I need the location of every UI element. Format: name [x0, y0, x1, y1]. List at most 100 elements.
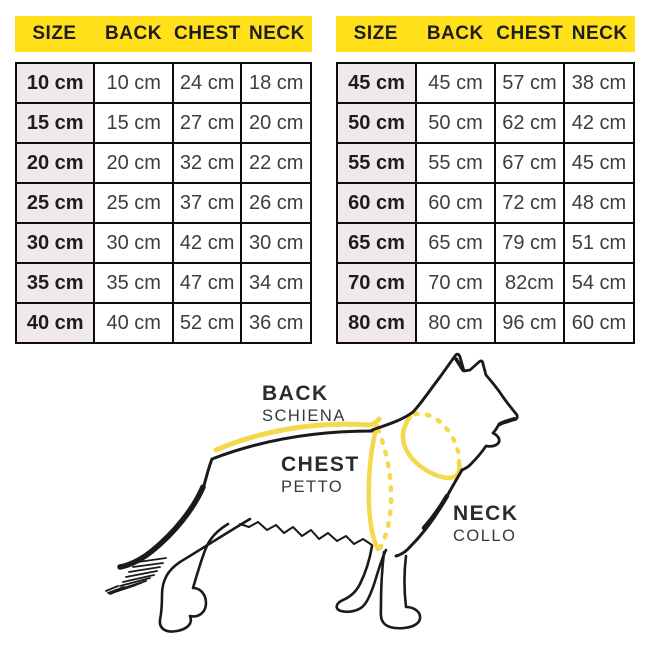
value-cell: 37 cm [171, 182, 243, 224]
value-cell: 82cm [494, 262, 565, 304]
value-cell: 70 cm [415, 262, 496, 304]
table-row: 40 cm 40 cm 52 cm 36 cm [14, 302, 312, 344]
value-cell: 15 cm [93, 102, 174, 144]
chest-label-en: CHEST [281, 453, 360, 476]
value-cell: 38 cm [562, 62, 636, 104]
value-cell: 50 cm [415, 102, 496, 144]
neck-measure-line-solid [400, 414, 462, 481]
value-cell: 45 cm [562, 142, 636, 184]
value-cell: 30 cm [93, 222, 174, 264]
size-cell: 10 cm [14, 62, 96, 104]
value-cell: 40 cm [93, 302, 174, 344]
size-cell: 80 cm [336, 302, 417, 344]
value-cell: 10 cm [93, 62, 174, 104]
column-header-back: BACK [105, 23, 162, 44]
value-cell: 22 cm [240, 142, 312, 184]
column-header-back: BACK [426, 23, 484, 44]
value-cell: 79 cm [494, 222, 565, 264]
size-cell: 20 cm [14, 142, 96, 184]
size-cell: 25 cm [14, 182, 96, 224]
value-cell: 42 cm [171, 222, 243, 264]
value-cell: 72 cm [494, 182, 565, 224]
value-cell: 24 cm [171, 62, 243, 104]
table-row: 55 cm 55 cm 67 cm 45 cm [336, 142, 636, 184]
table-header-bar: SIZE BACK CHEST NECK [15, 16, 312, 52]
belly-fur [239, 521, 373, 546]
table-row: 45 cm 45 cm 57 cm 38 cm [336, 62, 636, 104]
value-cell: 80 cm [415, 302, 496, 344]
column-header-size: SIZE [32, 23, 77, 44]
value-cell: 27 cm [171, 102, 243, 144]
value-cell: 42 cm [562, 102, 636, 144]
chest-measure-line-dashed [375, 426, 394, 551]
value-cell: 65 cm [415, 222, 496, 264]
table-row: 30 cm 30 cm 42 cm 30 cm [14, 222, 312, 264]
table-header-bar: SIZE BACK CHEST NECK [336, 16, 635, 52]
value-cell: 60 cm [415, 182, 496, 224]
neck-label: NECK COLLO [453, 503, 519, 545]
value-cell: 30 cm [240, 222, 312, 264]
head [438, 352, 519, 472]
column-header-neck: NECK [249, 23, 305, 44]
value-cell: 54 cm [562, 262, 636, 304]
value-cell: 47 cm [171, 262, 243, 304]
value-cell: 20 cm [240, 102, 312, 144]
table-row: 60 cm 60 cm 72 cm 48 cm [336, 182, 636, 224]
size-cell: 55 cm [336, 142, 417, 184]
value-cell: 35 cm [93, 262, 174, 304]
size-cell: 40 cm [14, 302, 96, 344]
neck-measure-line-dashed [412, 411, 462, 467]
value-cell: 52 cm [171, 302, 243, 344]
near-front-leg [379, 550, 422, 630]
value-cell: 26 cm [240, 182, 312, 224]
value-cell: 48 cm [562, 182, 636, 224]
value-cell: 45 cm [415, 62, 496, 104]
chest-label: CHEST PETTO [281, 454, 360, 496]
value-cell: 55 cm [415, 142, 496, 184]
table-row: 35 cm 35 cm 47 cm 34 cm [14, 262, 312, 304]
size-table-body: 10 cm 10 cm 24 cm 18 cm 15 cm 15 cm 27 cm 20 cm… [14, 62, 312, 344]
ear-inner [454, 357, 465, 372]
value-cell: 18 cm [240, 62, 312, 104]
size-cell: 30 cm [14, 222, 96, 264]
table-row: 65 cm 65 cm 79 cm 51 cm [336, 222, 636, 264]
back-label-en: BACK [262, 382, 329, 405]
table-row: 20 cm 20 cm 32 cm 22 cm [14, 142, 312, 184]
size-cell: 50 cm [336, 102, 417, 144]
value-cell: 96 cm [494, 302, 565, 344]
value-cell: 51 cm [562, 222, 636, 264]
size-cell: 35 cm [14, 262, 96, 304]
column-header-chest: CHEST [496, 23, 564, 44]
size-cell: 15 cm [14, 102, 96, 144]
size-table-large: SIZE BACK CHEST NECK 45 cm 45 cm 57 cm 38 c… [336, 16, 636, 344]
table-row: 25 cm 25 cm 37 cm 26 cm [14, 182, 312, 224]
back-label-it: SCHIENA [262, 407, 346, 425]
value-cell: 25 cm [93, 182, 174, 224]
neck-label-en: NECK [453, 502, 519, 525]
table-row: 80 cm 80 cm 96 cm 60 cm [336, 302, 636, 344]
column-header-size: SIZE [353, 23, 398, 44]
rear-leg [158, 517, 252, 633]
value-cell: 36 cm [240, 302, 312, 344]
column-header-neck: NECK [571, 23, 628, 44]
size-cell: 45 cm [336, 62, 417, 104]
chest-measure-line-solid [366, 423, 381, 552]
value-cell: 32 cm [171, 142, 243, 184]
table-row: 15 cm 15 cm 27 cm 20 cm [14, 102, 312, 144]
column-header-chest: CHEST [173, 23, 241, 44]
upper-lip [498, 417, 516, 426]
value-cell: 62 cm [494, 102, 565, 144]
value-cell: 34 cm [240, 262, 312, 304]
neck-top [370, 375, 442, 432]
size-cell: 65 cm [336, 222, 417, 264]
neck-label-it: COLLO [453, 527, 517, 545]
far-front-leg [335, 544, 388, 614]
size-cell: 70 cm [336, 262, 417, 304]
value-cell: 20 cm [93, 142, 174, 184]
size-cell: 60 cm [336, 182, 417, 224]
size-table-body: 45 cm 45 cm 57 cm 38 cm 50 cm 50 cm 62 cm 42 cm… [336, 62, 636, 344]
table-row: 10 cm 10 cm 24 cm 18 cm [14, 62, 312, 104]
tail-bristles [105, 557, 167, 595]
chest-label-it: PETTO [281, 478, 344, 496]
